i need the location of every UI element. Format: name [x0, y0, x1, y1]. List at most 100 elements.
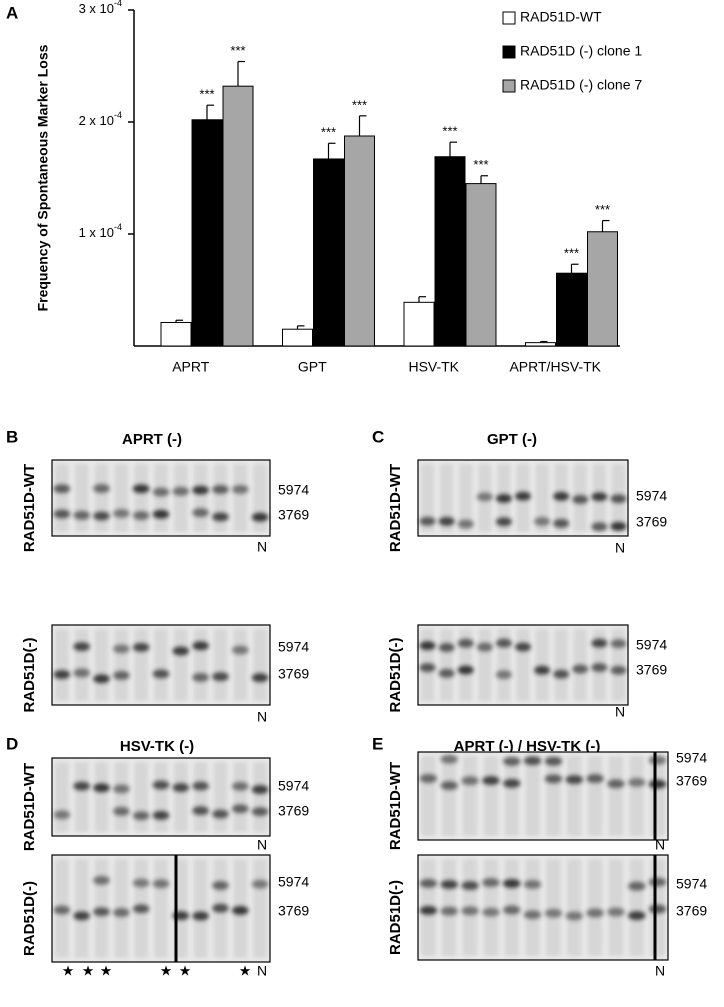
lane-smear — [114, 629, 129, 701]
bar — [556, 272, 587, 347]
bar — [403, 301, 435, 347]
size-marker: 3769 — [636, 662, 667, 678]
band — [251, 807, 269, 817]
panel-label: E — [372, 734, 383, 753]
blot-image — [51, 459, 271, 537]
y-tick-label: 3 x 10-4 — [79, 0, 122, 16]
blot-title: APRT (-) — [122, 431, 182, 448]
lane-star: ★ — [82, 963, 95, 979]
band — [192, 508, 209, 518]
error-bar — [237, 60, 245, 87]
y-tick-label-exponent: -4 — [114, 0, 122, 8]
bar — [434, 156, 466, 347]
lane-label: N — [257, 709, 267, 725]
significance-label: *** — [352, 97, 367, 112]
lane-smear — [566, 756, 582, 836]
band — [610, 639, 627, 649]
lane-smear — [253, 464, 268, 532]
size-marker: 5974 — [636, 488, 667, 504]
blot-frame — [417, 459, 629, 537]
lane-smear — [213, 762, 228, 832]
band — [152, 879, 170, 889]
lane-label: N — [655, 963, 665, 979]
size-marker: 3769 — [278, 507, 309, 523]
lane-smear — [629, 756, 645, 836]
lane-smear — [233, 762, 248, 832]
band — [113, 908, 130, 918]
band — [73, 911, 91, 921]
band — [192, 911, 209, 921]
blot-image — [51, 624, 271, 706]
band — [419, 905, 438, 915]
lane-smear — [439, 464, 454, 532]
band — [648, 755, 667, 765]
lane-smear — [546, 756, 561, 836]
band — [172, 783, 190, 793]
lane-smear — [134, 629, 149, 701]
band — [132, 904, 150, 914]
band — [565, 775, 583, 785]
blot-frame — [417, 624, 629, 706]
band — [482, 907, 500, 917]
bar — [525, 342, 556, 347]
band — [419, 641, 436, 651]
band — [251, 879, 269, 889]
lane-smear — [253, 859, 268, 958]
band — [440, 781, 458, 791]
band — [73, 642, 91, 652]
band — [523, 910, 542, 920]
lane-label: N — [257, 539, 267, 555]
band — [419, 878, 438, 888]
lane-smear — [94, 762, 109, 832]
band — [591, 662, 608, 672]
lane-star: ★ — [100, 963, 113, 979]
band — [648, 904, 667, 914]
lane-smear — [154, 859, 168, 958]
band — [495, 670, 512, 680]
band — [586, 908, 604, 918]
band — [212, 672, 229, 682]
band — [192, 781, 209, 791]
row-label: RAD51D(-) — [21, 881, 38, 956]
blot-frame — [51, 757, 271, 837]
legend-label: RAD51D (-) clone 1 — [520, 43, 642, 59]
band — [457, 519, 474, 529]
band — [503, 878, 521, 888]
band — [495, 638, 512, 648]
lane-smear — [459, 464, 473, 532]
band — [192, 485, 209, 495]
band — [461, 906, 479, 916]
row-label: RAD51D(-) — [387, 880, 404, 955]
band — [113, 508, 130, 518]
band — [93, 907, 110, 917]
error-bar — [539, 340, 548, 343]
band — [503, 756, 521, 766]
y-tick-label-exponent: -4 — [114, 110, 122, 120]
size-marker: 3769 — [278, 903, 309, 919]
band — [591, 522, 608, 532]
lane-smear — [114, 464, 129, 532]
row-label: RAD51D-WT — [21, 763, 38, 851]
band — [212, 484, 229, 494]
lane-smear — [154, 762, 168, 832]
lane-smear — [462, 756, 478, 836]
error-bar — [601, 219, 610, 232]
size-marker: 5974 — [278, 639, 309, 655]
lane-smear — [525, 756, 540, 836]
lane-label: N — [615, 704, 625, 720]
lane-smear — [54, 464, 69, 532]
band — [93, 511, 110, 521]
lane-smear — [439, 629, 454, 701]
band — [553, 491, 570, 501]
significance-label: *** — [564, 246, 579, 261]
band — [251, 673, 269, 683]
size-marker: 5974 — [636, 637, 667, 653]
band — [628, 911, 646, 921]
band — [610, 521, 627, 531]
band — [53, 484, 71, 494]
band — [482, 878, 500, 888]
band — [172, 646, 190, 656]
lane-smear — [54, 762, 69, 832]
blot-background — [418, 855, 668, 960]
